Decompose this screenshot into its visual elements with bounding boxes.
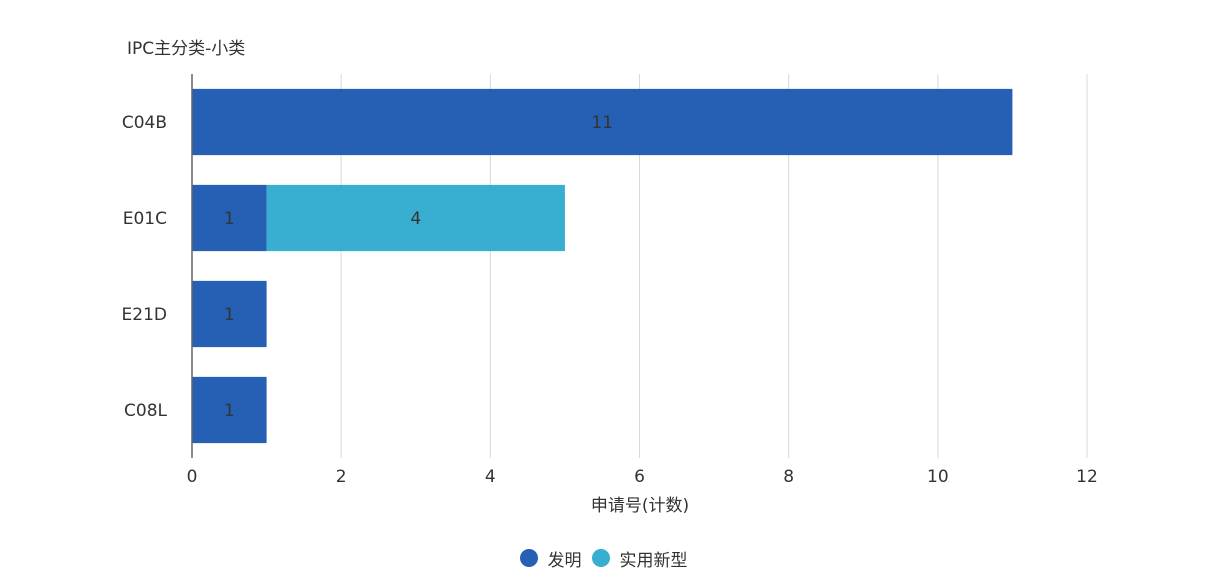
legend-item-utility-model[interactable]: 实用新型 — [592, 546, 688, 571]
x-tick-label: 0 — [187, 467, 198, 487]
legend-item-invention[interactable]: 发明 — [520, 546, 582, 571]
data-label: 1 — [224, 209, 235, 229]
data-label: 1 — [224, 401, 235, 421]
x-tick-label: 8 — [783, 467, 794, 487]
data-label: 4 — [410, 209, 421, 229]
legend: 发明 实用新型 — [0, 545, 1207, 571]
y-tick-label: E21D — [122, 305, 167, 325]
data-label: 1 — [224, 305, 235, 325]
bars: 111411 — [192, 89, 1012, 443]
x-axis-title: 申请号(计数) — [591, 496, 689, 516]
x-tick-label: 4 — [485, 467, 496, 487]
y-tick-label: C08L — [124, 401, 168, 421]
legend-marker-utility-model — [592, 549, 610, 567]
x-tick-label: 6 — [634, 467, 645, 487]
y-tick-label: C04B — [122, 113, 167, 133]
data-label: 11 — [591, 113, 613, 133]
legend-marker-invention — [520, 549, 538, 567]
x-tick-label: 2 — [336, 467, 347, 487]
legend-label-utility-model: 实用新型 — [620, 546, 688, 571]
y-tick-label: E01C — [123, 209, 167, 229]
legend-label-invention: 发明 — [548, 546, 582, 571]
x-tick-label: 10 — [927, 467, 949, 487]
x-tick-label: 12 — [1076, 467, 1098, 487]
